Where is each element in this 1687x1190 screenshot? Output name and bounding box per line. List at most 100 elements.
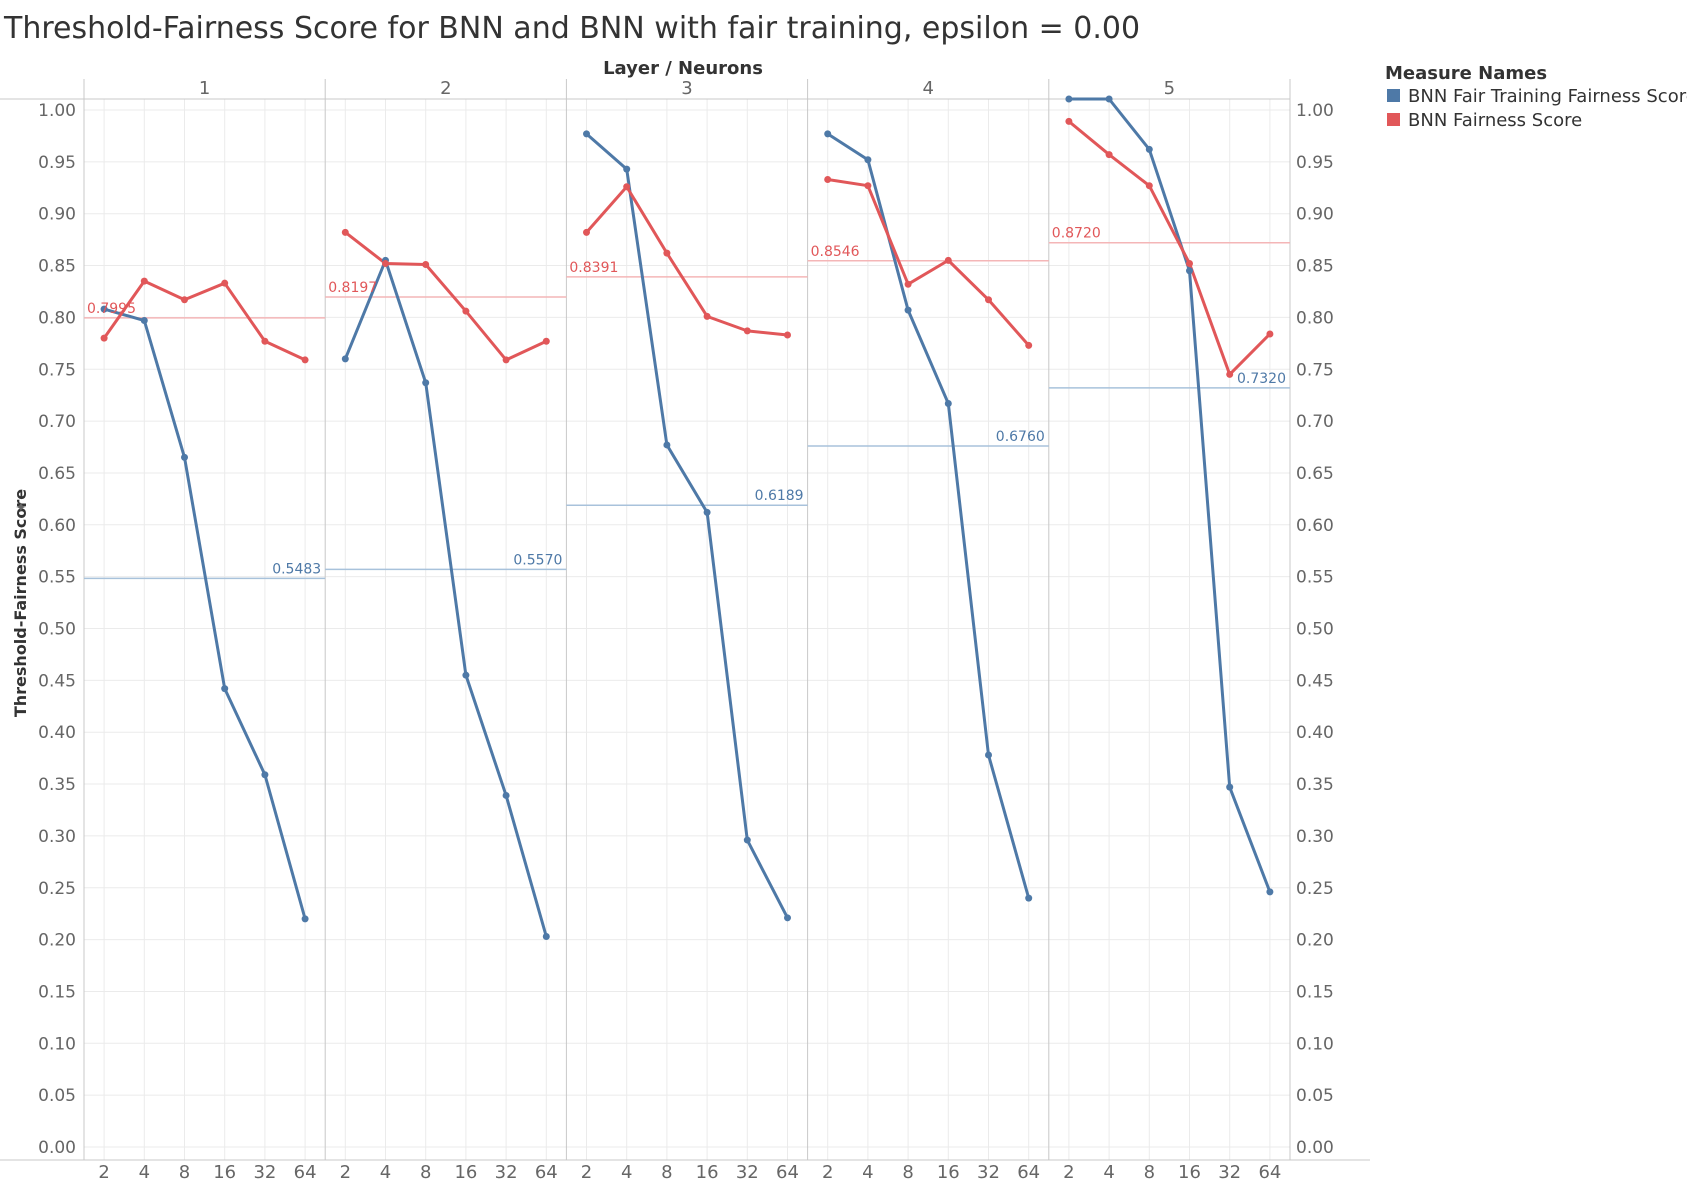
data-point-fair-training: [181, 453, 188, 461]
y-tick-label-right: 0.90: [1296, 205, 1334, 225]
y-tick-label-left: 0.00: [38, 1138, 76, 1158]
y-tick-label-left: 0.25: [38, 879, 76, 899]
data-point-fairness: [1266, 330, 1274, 338]
legend-swatch-fairness[interactable]: [1387, 113, 1400, 126]
series-line-fairness: [585, 185, 789, 337]
x-tick-label: 64: [776, 1162, 799, 1183]
x-tick-label: 8: [1144, 1162, 1155, 1183]
data-point-fair-training: [542, 932, 550, 940]
y-tick-label-left: 0.30: [38, 827, 76, 847]
data-point-fairness: [181, 296, 188, 304]
y-tick-label-right: 0.25: [1296, 879, 1334, 899]
tick-labels: 0.00 0.00 0.05 0.05 0.10 0.10 0.15 0.15 0.20 0.20…: [38, 78, 1334, 1183]
y-tick-label-left: 0.55: [38, 568, 76, 588]
y-tick-label-right: 0.70: [1296, 412, 1334, 432]
y-axis-sort-icon[interactable]: ✦: [14, 501, 30, 513]
data-point-fair-training: [864, 156, 872, 164]
data-point-fairness: [824, 175, 832, 183]
x-tick-label: 4: [139, 1162, 150, 1183]
y-tick-label-right: 0.80: [1296, 308, 1334, 328]
x-tick-label: 32: [736, 1162, 759, 1183]
data-point-fair-training: [502, 791, 510, 799]
y-tick-label-right: 1.00: [1296, 101, 1334, 121]
data-point-fair-training: [623, 165, 631, 173]
x-tick-label: 32: [495, 1162, 518, 1183]
chart-title: Threshold-Fairness Score for BNN and BNN…: [3, 11, 1140, 46]
y-tick-label-left: 0.80: [38, 308, 76, 328]
data-point-fairness: [703, 312, 711, 320]
series-line-fairness: [1067, 119, 1272, 376]
y-tick-label-right: 0.05: [1296, 1086, 1334, 1106]
data-point-fairness: [502, 356, 510, 364]
data-point-fairness: [864, 182, 872, 190]
data-point-fair-training: [1065, 95, 1073, 103]
x-tick-label: 16: [1178, 1162, 1201, 1183]
y-tick-label-left: 0.20: [38, 931, 76, 951]
legend-label-fairness[interactable]: BNN Fairness Score: [1408, 110, 1582, 131]
y-tick-label-left: 1.00: [38, 101, 76, 121]
data-point-fairness: [140, 277, 148, 285]
data-point-fair-training: [100, 305, 108, 313]
data-point-fair-training: [1186, 267, 1193, 275]
x-tick-label: 4: [621, 1162, 632, 1183]
data-point-fairness: [1105, 151, 1113, 159]
y-tick-label-right: 0.35: [1296, 775, 1334, 795]
data-point-fair-training: [1226, 783, 1234, 791]
data-point-fair-training: [824, 130, 832, 138]
data-point-fairness: [663, 249, 671, 257]
series-line-fairness: [343, 230, 548, 362]
data-point-fair-training: [1025, 894, 1033, 902]
y-tick-label-right: 0.65: [1296, 464, 1334, 484]
data-point-fairness: [623, 183, 631, 191]
column-header: Layer / Neurons: [603, 58, 763, 79]
x-tick-label: 2: [98, 1162, 109, 1183]
data-point-fairness: [542, 337, 550, 345]
y-tick-label-left: 0.90: [38, 205, 76, 225]
series-line-fair-training: [343, 258, 548, 938]
legend-label-fair-training[interactable]: BNN Fair Training Fairness Score: [1408, 86, 1687, 107]
data-point-fairness: [743, 327, 751, 335]
reference-label-fair-training: 0.5483: [272, 561, 321, 577]
data-point-fair-training: [422, 379, 430, 387]
x-tick-label: 32: [1218, 1162, 1241, 1183]
y-tick-label-right: 0.20: [1296, 931, 1334, 951]
legend-swatch-fair-training[interactable]: [1387, 89, 1400, 102]
legend-title: Measure Names: [1385, 63, 1547, 84]
data-point-fair-training: [221, 685, 229, 693]
reference-label-fair-training: 0.6189: [755, 488, 804, 504]
reference-label-fairness: 0.8546: [811, 244, 860, 260]
data-point-fairness: [221, 279, 229, 287]
y-tick-label-right: 0.55: [1296, 568, 1334, 588]
y-tick-label-left: 0.65: [38, 464, 76, 484]
y-tick-label-right: 0.00: [1296, 1138, 1334, 1158]
y-tick-label-right: 0.40: [1296, 723, 1334, 743]
x-tick-label: 64: [294, 1162, 317, 1183]
data-point-fairness: [382, 259, 389, 267]
legend[interactable]: Measure Names BNN Fair Training Fairness…: [1385, 63, 1687, 131]
series-line-fair-training: [1067, 97, 1272, 894]
x-tick-label: 64: [1258, 1162, 1281, 1183]
data-point-fair-training: [1105, 95, 1113, 103]
y-tick-label-left: 0.15: [38, 982, 76, 1002]
panel-header-label: 4: [922, 78, 933, 99]
x-tick-label: 2: [340, 1162, 351, 1183]
data-point-fairness: [985, 296, 992, 304]
data-point-fairness: [1145, 182, 1153, 190]
y-tick-label-left: 0.85: [38, 257, 76, 277]
data-point-fair-training: [341, 355, 349, 363]
data-point-fairness: [100, 334, 108, 342]
data-point-fairness: [462, 307, 470, 315]
panel-header-label: 5: [1164, 78, 1175, 99]
y-tick-label-right: 0.75: [1296, 360, 1334, 380]
data-point-fair-training: [944, 399, 952, 407]
data-points: [100, 95, 1274, 940]
reference-label-fair-training: 0.7320: [1237, 371, 1286, 387]
x-tick-label: 8: [179, 1162, 190, 1183]
data-point-fairness: [341, 228, 349, 236]
x-tick-label: 16: [454, 1162, 477, 1183]
x-tick-label: 32: [253, 1162, 276, 1183]
y-tick-label-right: 0.45: [1296, 671, 1334, 691]
x-tick-label: 2: [581, 1162, 592, 1183]
